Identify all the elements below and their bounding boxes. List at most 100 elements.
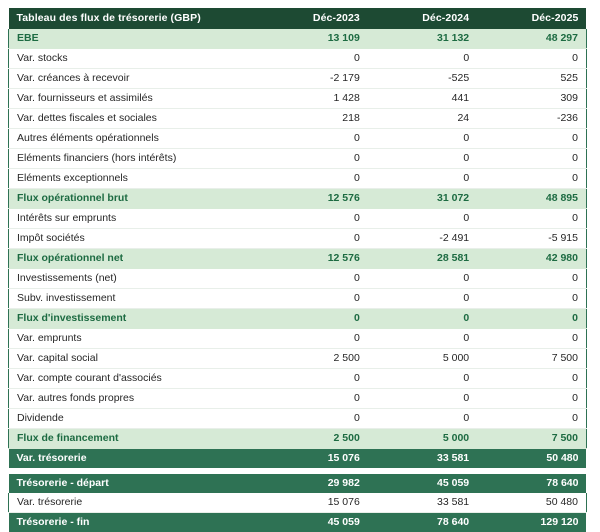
row-value: 0 [259, 169, 368, 189]
row-value: 0 [368, 129, 477, 149]
row-value: 0 [368, 49, 477, 69]
row-value: -525 [368, 69, 477, 89]
row-value: 218 [259, 109, 368, 129]
column-header-1: Déc-2024 [368, 8, 477, 29]
row-value: 0 [368, 409, 477, 429]
row-label: Eléments financiers (hors intérêts) [9, 149, 259, 169]
row-value: 0 [259, 269, 368, 289]
row-value: 0 [477, 49, 586, 69]
row-value: 0 [477, 209, 586, 229]
row-value: -2 491 [368, 229, 477, 249]
row-value: 0 [368, 329, 477, 349]
row-value: 1 428 [259, 89, 368, 109]
row-label: Flux opérationnel brut [9, 189, 259, 209]
row-label: Var. autres fonds propres [9, 389, 259, 409]
row-label: Var. trésorerie [9, 493, 259, 513]
row-value: 5 000 [368, 429, 477, 449]
row-label: Var. stocks [9, 49, 259, 69]
row-value: 48 895 [477, 189, 586, 209]
row-value: -5 915 [477, 229, 586, 249]
row-value: 441 [368, 89, 477, 109]
row-value: 0 [368, 309, 477, 329]
row-value: 0 [477, 169, 586, 189]
row-value: 0 [477, 309, 586, 329]
row-value: 5 000 [368, 349, 477, 369]
row-value: 0 [259, 289, 368, 309]
row-value: 13 109 [259, 29, 368, 49]
row-value: 33 581 [368, 449, 477, 469]
row-value: 0 [259, 329, 368, 349]
row-label: Flux d'investissement [9, 309, 259, 329]
row-value: 0 [368, 149, 477, 169]
row-value: 0 [477, 289, 586, 309]
row-value: 7 500 [477, 349, 586, 369]
row-value: 78 640 [477, 474, 586, 493]
row-value: 0 [259, 309, 368, 329]
row-value: 0 [477, 269, 586, 289]
row-label: Var. capital social [9, 349, 259, 369]
row-value: 12 576 [259, 189, 368, 209]
row-value: 0 [368, 389, 477, 409]
row-value: 0 [259, 409, 368, 429]
row-label: Flux de financement [9, 429, 259, 449]
row-value: 0 [477, 389, 586, 409]
row-label: Var. créances à recevoir [9, 69, 259, 89]
row-value: 48 297 [477, 29, 586, 49]
row-label: Var. emprunts [9, 329, 259, 349]
row-value: 525 [477, 69, 586, 89]
row-value: 0 [368, 269, 477, 289]
row-value: 28 581 [368, 249, 477, 269]
row-value: 0 [477, 149, 586, 169]
row-value: 0 [477, 329, 586, 349]
cashflow-table: Tableau des flux de trésorerie (GBP) Déc… [8, 8, 587, 532]
row-value: 0 [477, 369, 586, 389]
row-value: 129 120 [477, 513, 586, 532]
row-value: 78 640 [368, 513, 477, 532]
row-value: 0 [368, 369, 477, 389]
row-value: 24 [368, 109, 477, 129]
row-label: Dividende [9, 409, 259, 429]
row-value: 50 480 [477, 449, 586, 469]
row-value: 0 [259, 49, 368, 69]
row-value: 0 [368, 289, 477, 309]
column-header-2: Déc-2025 [477, 8, 586, 29]
row-label: Investissements (net) [9, 269, 259, 289]
row-value: -2 179 [259, 69, 368, 89]
row-value: 0 [259, 229, 368, 249]
table-title: Tableau des flux de trésorerie (GBP) [9, 8, 259, 29]
row-value: 7 500 [477, 429, 586, 449]
row-value: 0 [477, 129, 586, 149]
row-value: 31 132 [368, 29, 477, 49]
row-value: 33 581 [368, 493, 477, 513]
row-label: Impôt sociétés [9, 229, 259, 249]
row-value: 12 576 [259, 249, 368, 269]
row-value: 29 982 [259, 474, 368, 493]
row-value: 15 076 [259, 449, 368, 469]
row-value: 50 480 [477, 493, 586, 513]
row-label: Autres éléments opérationnels [9, 129, 259, 149]
row-label: Var. trésorerie [9, 449, 259, 469]
column-header-0: Déc-2023 [259, 8, 368, 29]
row-value: 45 059 [368, 474, 477, 493]
table-header: Tableau des flux de trésorerie (GBP) Déc… [9, 8, 587, 29]
row-value: 31 072 [368, 189, 477, 209]
row-value: 0 [368, 209, 477, 229]
row-value: 0 [259, 129, 368, 149]
